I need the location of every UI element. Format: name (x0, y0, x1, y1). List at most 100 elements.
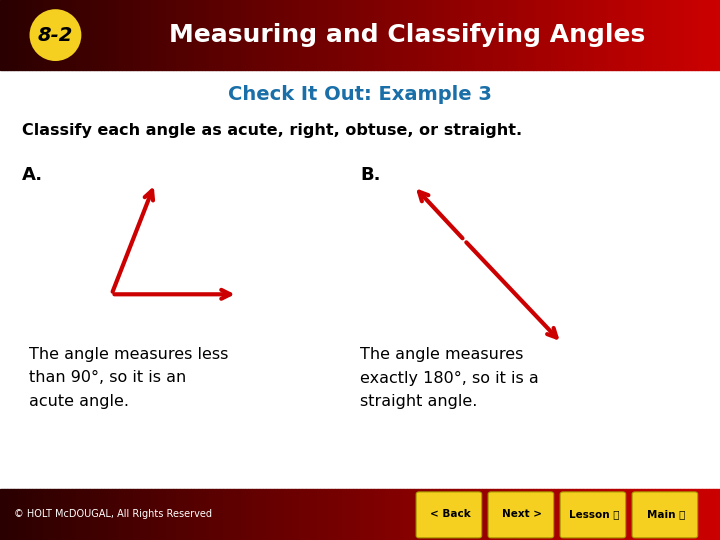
Bar (702, 0, 706, 70)
Bar (670, 489, 673, 540)
Bar (238, 489, 241, 540)
Bar (209, 0, 212, 70)
Bar (688, 489, 691, 540)
Bar (436, 0, 439, 70)
Bar (612, 489, 616, 540)
Bar (126, 0, 130, 70)
Bar (54, 489, 58, 540)
Bar (252, 489, 256, 540)
Bar (317, 489, 320, 540)
Bar (65, 489, 68, 540)
Bar (670, 0, 673, 70)
Bar (166, 0, 169, 70)
Bar (43, 489, 47, 540)
Bar (241, 489, 245, 540)
Bar (634, 0, 637, 70)
Bar (695, 0, 698, 70)
Bar (14, 0, 18, 70)
Bar (47, 489, 50, 540)
Bar (666, 0, 670, 70)
Bar (144, 0, 148, 70)
Bar (493, 0, 497, 70)
Bar (454, 0, 457, 70)
Bar (299, 489, 302, 540)
Bar (709, 489, 713, 540)
Bar (410, 489, 414, 540)
Bar (245, 0, 248, 70)
Bar (216, 489, 220, 540)
Bar (414, 489, 418, 540)
Bar (360, 0, 364, 70)
Bar (11, 489, 14, 540)
Bar (518, 0, 522, 70)
Bar (572, 0, 576, 70)
Bar (184, 0, 187, 70)
Bar (72, 489, 76, 540)
Bar (619, 0, 623, 70)
Bar (536, 0, 540, 70)
Bar (137, 489, 140, 540)
Bar (713, 0, 716, 70)
FancyBboxPatch shape (488, 492, 554, 538)
Bar (58, 0, 61, 70)
Bar (598, 489, 601, 540)
Text: < Back: < Back (430, 509, 470, 519)
Bar (112, 0, 115, 70)
Bar (432, 0, 436, 70)
Bar (295, 489, 299, 540)
Bar (104, 0, 108, 70)
Bar (418, 0, 421, 70)
Bar (360, 489, 364, 540)
Bar (392, 489, 396, 540)
Bar (637, 0, 641, 70)
Bar (266, 489, 270, 540)
Bar (428, 0, 432, 70)
FancyBboxPatch shape (632, 492, 698, 538)
Text: A.: A. (22, 166, 42, 185)
Bar (443, 0, 446, 70)
Bar (295, 0, 299, 70)
Bar (626, 489, 630, 540)
Bar (382, 0, 385, 70)
Bar (202, 0, 205, 70)
Bar (306, 489, 310, 540)
Bar (590, 0, 594, 70)
Bar (446, 489, 450, 540)
Bar (148, 0, 151, 70)
Bar (173, 0, 176, 70)
Bar (176, 0, 180, 70)
Bar (79, 489, 83, 540)
Bar (486, 489, 490, 540)
Bar (522, 489, 526, 540)
Bar (335, 0, 338, 70)
Bar (133, 489, 137, 540)
Bar (256, 489, 259, 540)
Bar (554, 0, 558, 70)
Text: 8-2: 8-2 (37, 25, 73, 45)
Bar (551, 0, 554, 70)
Bar (421, 0, 425, 70)
Bar (594, 0, 598, 70)
Bar (40, 0, 43, 70)
Bar (634, 489, 637, 540)
Bar (342, 0, 346, 70)
Bar (389, 489, 392, 540)
Bar (504, 489, 508, 540)
Bar (25, 489, 29, 540)
Bar (392, 0, 396, 70)
Bar (227, 0, 230, 70)
Bar (490, 489, 493, 540)
Bar (324, 489, 328, 540)
Bar (263, 489, 266, 540)
Bar (698, 0, 702, 70)
Bar (709, 0, 713, 70)
Bar (644, 489, 648, 540)
Bar (479, 489, 482, 540)
Bar (662, 489, 666, 540)
Bar (414, 0, 418, 70)
Bar (403, 489, 407, 540)
Bar (605, 489, 608, 540)
Bar (292, 489, 295, 540)
Bar (252, 0, 256, 70)
Bar (511, 0, 515, 70)
